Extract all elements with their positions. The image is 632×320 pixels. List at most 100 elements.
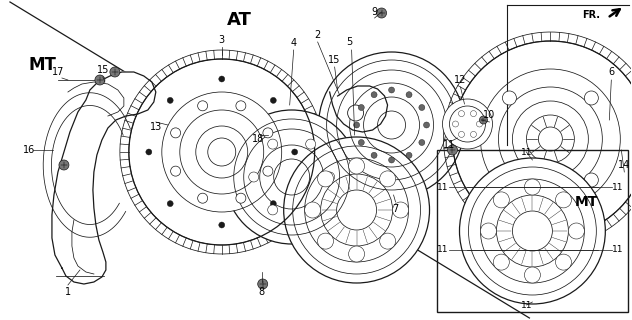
Circle shape — [568, 223, 585, 239]
Circle shape — [349, 246, 365, 262]
Circle shape — [406, 92, 412, 98]
Circle shape — [458, 132, 465, 137]
Circle shape — [95, 75, 105, 85]
Polygon shape — [52, 72, 156, 284]
Circle shape — [494, 254, 509, 270]
Circle shape — [325, 172, 334, 182]
Text: 6: 6 — [608, 67, 614, 77]
Text: 13: 13 — [150, 122, 162, 132]
Circle shape — [59, 160, 69, 170]
Circle shape — [470, 132, 477, 137]
Circle shape — [442, 99, 492, 149]
Circle shape — [198, 101, 208, 111]
Circle shape — [258, 279, 268, 289]
Text: MT: MT — [28, 56, 56, 74]
Text: 14: 14 — [618, 160, 631, 170]
Circle shape — [458, 111, 465, 116]
Text: 11: 11 — [612, 182, 624, 191]
Circle shape — [225, 110, 358, 244]
Circle shape — [380, 233, 396, 249]
Circle shape — [284, 137, 430, 283]
Circle shape — [219, 76, 225, 82]
Circle shape — [196, 126, 248, 178]
Circle shape — [358, 105, 364, 110]
Text: 11: 11 — [521, 148, 532, 156]
Circle shape — [377, 8, 387, 18]
Circle shape — [292, 149, 298, 155]
Circle shape — [263, 128, 273, 138]
Circle shape — [502, 91, 516, 105]
Text: MT: MT — [574, 195, 598, 209]
Circle shape — [219, 222, 225, 228]
Circle shape — [130, 60, 313, 244]
Text: 2: 2 — [315, 30, 321, 40]
Circle shape — [358, 140, 364, 146]
Circle shape — [305, 202, 320, 218]
Circle shape — [477, 121, 482, 127]
Circle shape — [198, 193, 208, 203]
Circle shape — [419, 140, 425, 146]
Circle shape — [270, 201, 276, 207]
Circle shape — [371, 152, 377, 158]
Circle shape — [319, 52, 465, 198]
Circle shape — [146, 149, 152, 155]
Text: 15: 15 — [329, 55, 341, 65]
Text: 17: 17 — [52, 67, 64, 77]
Bar — [437, 150, 628, 312]
Text: 11: 11 — [444, 140, 456, 150]
Circle shape — [406, 152, 412, 158]
Text: 9: 9 — [372, 7, 378, 17]
Text: 12: 12 — [454, 75, 466, 85]
Circle shape — [249, 172, 258, 182]
Text: 11: 11 — [437, 245, 449, 254]
Circle shape — [179, 110, 264, 194]
Text: 11: 11 — [437, 182, 449, 191]
Circle shape — [171, 166, 181, 176]
Circle shape — [502, 173, 516, 187]
Text: 5: 5 — [346, 37, 353, 47]
Circle shape — [459, 158, 605, 304]
Circle shape — [268, 139, 277, 149]
Circle shape — [585, 173, 599, 187]
Circle shape — [392, 202, 408, 218]
Circle shape — [419, 105, 425, 110]
Circle shape — [454, 42, 632, 236]
Circle shape — [167, 97, 173, 103]
Circle shape — [480, 69, 621, 209]
Circle shape — [270, 97, 276, 103]
Text: FR.: FR. — [582, 10, 600, 20]
Circle shape — [306, 205, 315, 215]
Text: 11: 11 — [612, 245, 624, 254]
Text: AT: AT — [228, 11, 252, 29]
Circle shape — [236, 193, 246, 203]
Circle shape — [525, 179, 540, 195]
Text: 16: 16 — [23, 145, 35, 155]
Circle shape — [423, 122, 430, 128]
Text: 1: 1 — [65, 287, 71, 297]
Text: 10: 10 — [483, 110, 495, 120]
Circle shape — [317, 233, 334, 249]
Circle shape — [447, 145, 458, 155]
Circle shape — [389, 87, 394, 93]
Text: 7: 7 — [392, 204, 399, 214]
Circle shape — [236, 101, 246, 111]
Circle shape — [453, 121, 458, 127]
Circle shape — [306, 139, 315, 149]
Circle shape — [208, 138, 236, 166]
Circle shape — [480, 116, 487, 124]
Text: 11: 11 — [521, 300, 532, 309]
Circle shape — [470, 111, 477, 116]
Circle shape — [348, 105, 363, 121]
Circle shape — [556, 192, 571, 208]
Circle shape — [585, 91, 599, 105]
Circle shape — [371, 92, 377, 98]
Circle shape — [263, 166, 273, 176]
Text: 8: 8 — [258, 287, 265, 297]
Text: 4: 4 — [291, 38, 297, 48]
Polygon shape — [330, 86, 387, 132]
Circle shape — [380, 171, 396, 187]
Circle shape — [480, 223, 497, 239]
Circle shape — [349, 158, 365, 174]
Circle shape — [389, 157, 394, 163]
Circle shape — [317, 171, 334, 187]
